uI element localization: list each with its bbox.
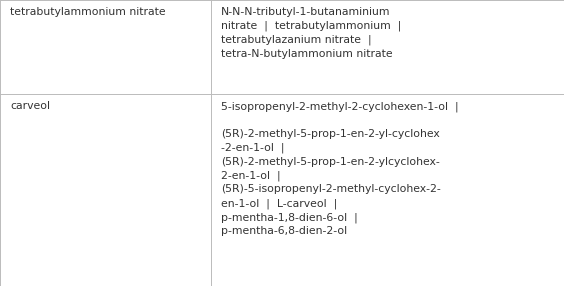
Text: tetrabutylammonium nitrate: tetrabutylammonium nitrate (10, 7, 166, 17)
Text: 5-isopropenyl-2-methyl-2-cyclohexen-1-ol  |

(5R)-2-methyl-5-prop-1-en-2-yl-cycl: 5-isopropenyl-2-methyl-2-cyclohexen-1-ol… (221, 101, 459, 236)
Text: N-N-N-tributyl-1-butanaminium
nitrate  |  tetrabutylammonium  |
tetrabutylazaniu: N-N-N-tributyl-1-butanaminium nitrate | … (221, 7, 402, 59)
Text: carveol: carveol (10, 101, 50, 111)
